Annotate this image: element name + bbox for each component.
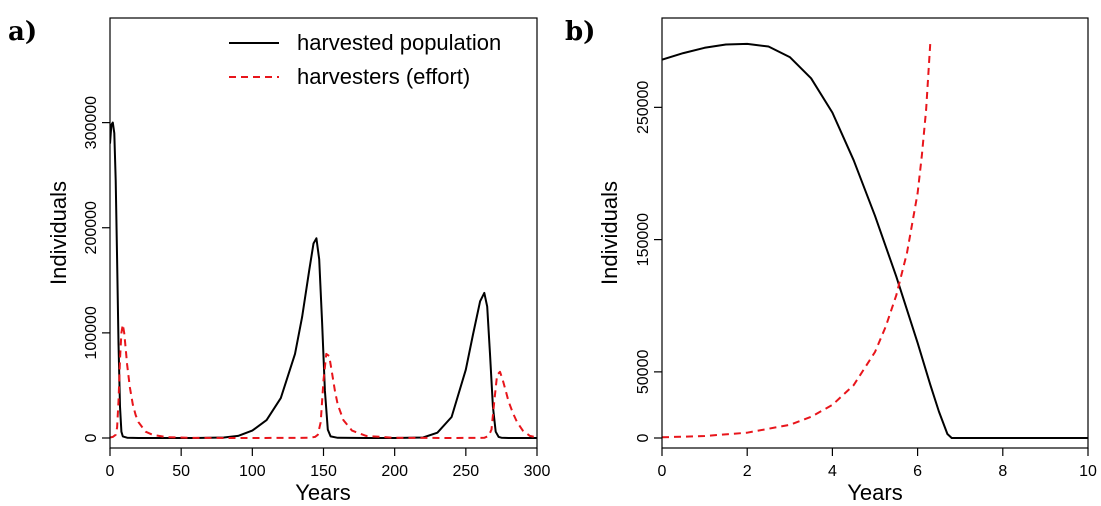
panel-a: a) 0 50 100 150 200 250 300 0 100000 200000 300000 Y… [8, 17, 550, 505]
x-tick-label: 0 [106, 463, 115, 480]
x-tick-label: 50 [172, 463, 190, 480]
panel-b: b) 0 2 4 6 8 10 0 50000 150000 250000 Years Individu… [565, 17, 1097, 505]
x-tick-label: 10 [1079, 463, 1097, 480]
legend-label: harvesters (effort) [297, 64, 470, 89]
y-tick-label: 100000 [83, 306, 100, 359]
y-tick-label: 0 [83, 433, 100, 442]
x-axis-title: Years [847, 480, 902, 505]
x-tick-label: 250 [452, 463, 479, 480]
series-line-harvested-population [110, 121, 537, 439]
y-axis-title: Individuals [46, 181, 71, 285]
x-tick-label: 4 [828, 463, 837, 480]
y-tick-label: 50000 [635, 350, 652, 395]
legend-label: harvested population [297, 30, 501, 55]
panel-letter: a) [8, 17, 37, 47]
y-axis-title: Individuals [597, 181, 622, 285]
x-tick-label: 0 [658, 463, 667, 480]
legend: harvested population harvesters (effort) [229, 30, 501, 89]
y-tick-label: 0 [635, 433, 652, 442]
y-tick-label: 300000 [83, 96, 100, 149]
x-tick-label: 8 [998, 463, 1007, 480]
series-line-harvested-population [662, 42, 1088, 439]
x-tick-label: 200 [381, 463, 408, 480]
x-tick-label: 150 [310, 463, 337, 480]
series-line-harvesters-effort- [110, 323, 537, 439]
y-tick-label: 250000 [635, 81, 652, 134]
y-tick-label: 200000 [83, 201, 100, 254]
x-tick-label: 300 [524, 463, 551, 480]
x-axis-title: Years [295, 480, 350, 505]
series-line-harvesters-effort- [662, 41, 932, 439]
x-tick-label: 6 [913, 463, 922, 480]
y-tick-label: 150000 [635, 213, 652, 266]
x-tick-label: 2 [743, 463, 752, 480]
panel-letter: b) [565, 17, 595, 47]
x-tick-label: 100 [239, 463, 266, 480]
plot-frame [661, 17, 1089, 449]
